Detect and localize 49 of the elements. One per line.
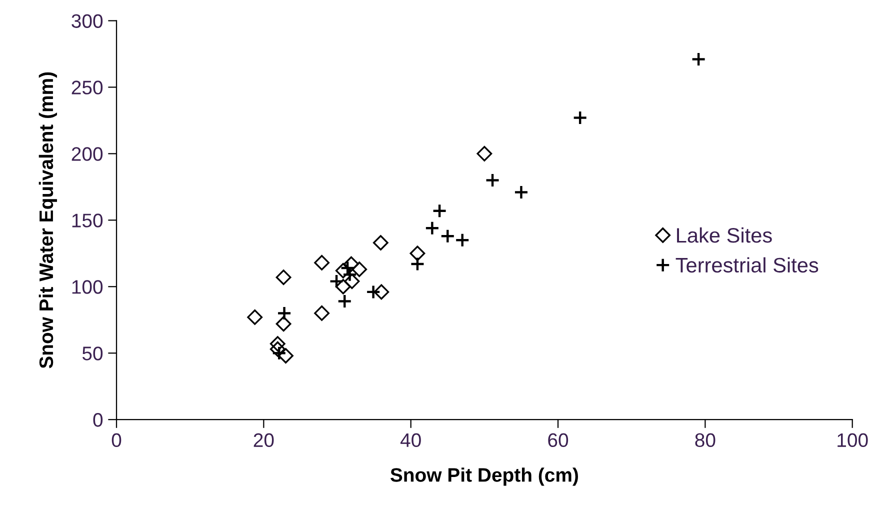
y-tick-label: 250 xyxy=(72,80,103,94)
point xyxy=(314,306,330,321)
point xyxy=(410,256,425,272)
point xyxy=(342,267,358,282)
point xyxy=(485,172,500,188)
point xyxy=(276,270,292,286)
point xyxy=(247,309,263,325)
legend-label: Terrestrial Sites xyxy=(676,257,818,273)
point xyxy=(691,52,706,67)
point xyxy=(276,316,292,332)
x-axis-title: Snow Pit Depth (cm) xyxy=(390,468,578,486)
point xyxy=(432,203,447,218)
point xyxy=(314,254,330,270)
x-tick-label: 40 xyxy=(400,433,421,448)
y-tick-label: 0 xyxy=(93,413,103,427)
point xyxy=(340,260,355,276)
point xyxy=(278,348,294,364)
point xyxy=(344,274,360,290)
point xyxy=(372,235,388,250)
point xyxy=(344,256,359,272)
point xyxy=(337,294,352,309)
point xyxy=(272,346,286,360)
x-tick-label: 20 xyxy=(254,433,274,448)
y-tick-label: 100 xyxy=(72,280,103,294)
x-tick-label: 80 xyxy=(695,433,716,448)
point xyxy=(514,184,529,200)
point xyxy=(440,228,455,244)
point xyxy=(424,220,440,236)
x-tick-label: 100 xyxy=(838,433,868,448)
y-tick-label: 50 xyxy=(82,346,103,360)
point xyxy=(352,262,368,278)
point xyxy=(335,278,351,294)
point xyxy=(410,246,426,262)
point xyxy=(366,284,381,300)
x-tick-label: 60 xyxy=(548,433,568,448)
point xyxy=(572,110,588,126)
point xyxy=(374,284,390,300)
y-tick-label: 150 xyxy=(72,214,103,228)
point xyxy=(476,146,492,162)
y-axis-title: Snow Pit Water Equivalent (mm) xyxy=(38,72,57,368)
point xyxy=(276,306,292,321)
point xyxy=(270,336,286,352)
x-tick-label: 0 xyxy=(112,433,122,448)
point xyxy=(454,232,470,248)
point xyxy=(270,341,286,357)
y-tick-label: 300 xyxy=(72,14,103,28)
legend-label: Lake Sites xyxy=(677,227,772,243)
y-tick-label: 200 xyxy=(72,147,103,161)
point xyxy=(329,274,344,289)
